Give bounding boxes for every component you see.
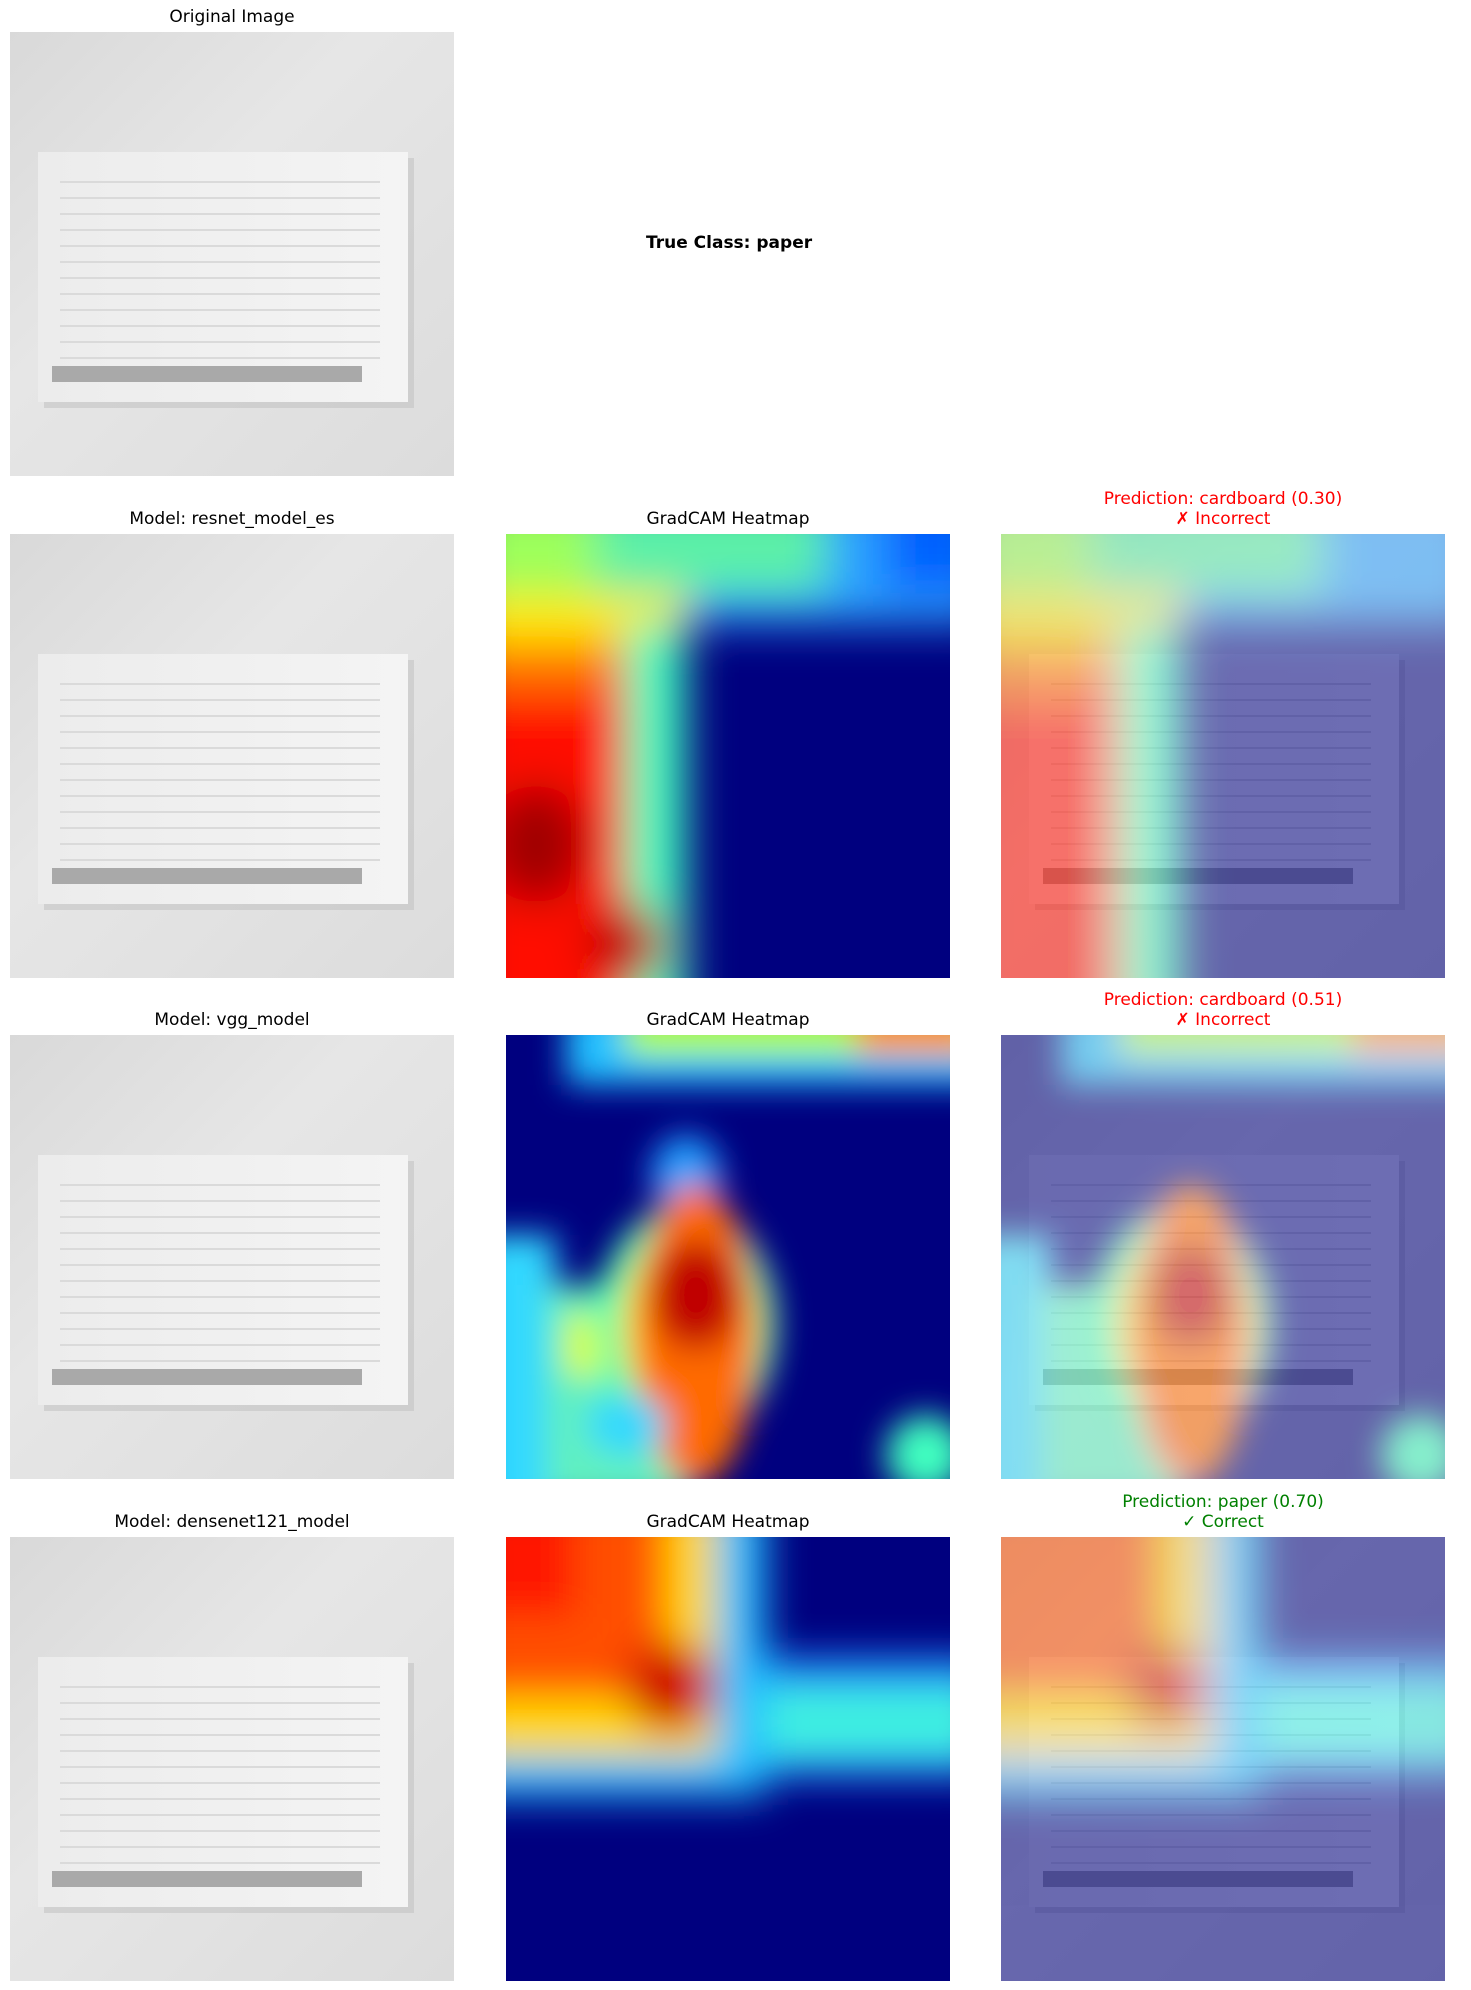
overlay-image — [1001, 534, 1445, 978]
gradcam-heatmap — [506, 534, 950, 978]
verdict-label: ✗ Incorrect — [1175, 509, 1271, 529]
overlay-image — [1001, 1035, 1445, 1479]
prediction-label: Prediction: cardboard (0.30) — [1103, 489, 1343, 509]
input-image — [10, 1035, 454, 1479]
prediction-label: Prediction: paper (0.70) — [1122, 1492, 1324, 1512]
prediction-label: Prediction: cardboard (0.51) — [1103, 990, 1343, 1010]
gradcam-heatmap — [506, 1035, 950, 1479]
gradcam-heatmap — [506, 1537, 950, 1981]
model-title: Model: vgg_model — [154, 1010, 310, 1030]
overlay-image — [1001, 1537, 1445, 1981]
verdict-label: ✗ Incorrect — [1175, 1010, 1271, 1030]
model-title: Model: densenet121_model — [114, 1512, 350, 1532]
verdict-label: ✓ Correct — [1182, 1512, 1264, 1532]
original-image — [10, 32, 454, 476]
original-image-title: Original Image — [169, 7, 295, 27]
input-image — [10, 1537, 454, 1981]
heatmap-title: GradCAM Heatmap — [646, 509, 810, 529]
input-image — [10, 534, 454, 978]
heatmap-title: GradCAM Heatmap — [646, 1010, 810, 1030]
true-class-label: True Class: paper — [646, 233, 813, 253]
model-title: Model: resnet_model_es — [129, 509, 335, 529]
heatmap-title: GradCAM Heatmap — [646, 1512, 810, 1532]
